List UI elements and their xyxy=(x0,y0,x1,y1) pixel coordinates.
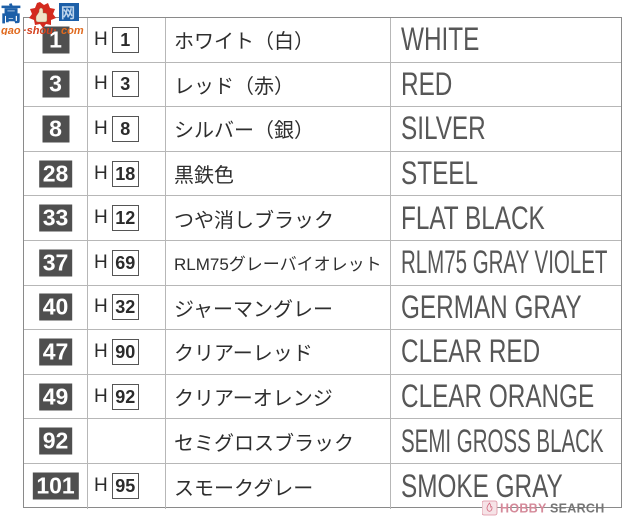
svg-text:gao: gao xyxy=(1,25,21,35)
svg-text:com: com xyxy=(61,25,84,35)
svg-text:·shou·: ·shou· xyxy=(23,25,57,35)
svg-text:HOBBY: HOBBY xyxy=(500,502,547,516)
svg-text:网: 网 xyxy=(61,5,75,21)
svg-text:高: 高 xyxy=(1,2,21,26)
svg-text:SEARCH: SEARCH xyxy=(550,502,605,516)
